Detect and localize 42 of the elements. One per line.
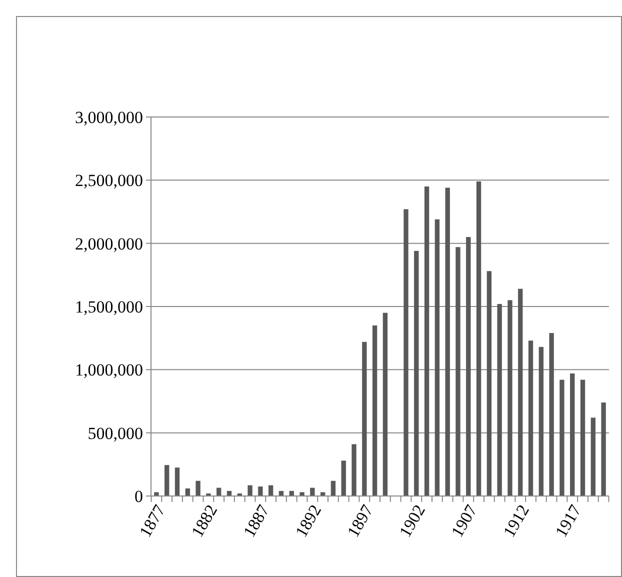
bar bbox=[164, 465, 170, 496]
bar bbox=[466, 237, 471, 496]
y-tick-label: 3,000,000 bbox=[75, 108, 143, 127]
bar bbox=[268, 485, 274, 496]
bar bbox=[414, 250, 419, 496]
bar bbox=[497, 304, 502, 496]
bar bbox=[310, 488, 315, 496]
bar bbox=[258, 486, 263, 496]
bar bbox=[424, 186, 430, 496]
bar bbox=[528, 340, 534, 496]
bar bbox=[362, 342, 367, 496]
y-tick-label: 500,000 bbox=[88, 424, 143, 443]
bar bbox=[330, 480, 336, 496]
bar bbox=[154, 492, 159, 496]
bar bbox=[248, 485, 252, 496]
bar bbox=[434, 219, 440, 496]
y-tick-label: 2,000,000 bbox=[75, 234, 143, 254]
bar bbox=[580, 380, 586, 496]
bar bbox=[404, 209, 408, 496]
y-tick-label: 0 bbox=[134, 486, 143, 506]
bar bbox=[341, 460, 346, 496]
bar bbox=[518, 288, 523, 496]
bar bbox=[174, 468, 180, 496]
y-tick-label: 1,000,000 bbox=[75, 360, 143, 380]
bar bbox=[560, 380, 564, 496]
bar bbox=[456, 247, 460, 496]
bar bbox=[476, 181, 482, 496]
bar bbox=[549, 333, 554, 496]
bar bbox=[508, 300, 512, 496]
bar bbox=[300, 492, 304, 496]
y-tick-label: 2,500,000 bbox=[75, 171, 143, 190]
bar bbox=[570, 373, 575, 496]
bar bbox=[352, 444, 356, 496]
bar bbox=[382, 312, 388, 496]
y-tick-label: 1,500,000 bbox=[75, 297, 143, 316]
bar bbox=[445, 188, 450, 496]
bar bbox=[196, 480, 200, 496]
bar bbox=[486, 271, 492, 496]
bar bbox=[538, 346, 544, 496]
bar bbox=[601, 402, 606, 496]
bar bbox=[372, 325, 378, 496]
bar bbox=[590, 418, 596, 496]
